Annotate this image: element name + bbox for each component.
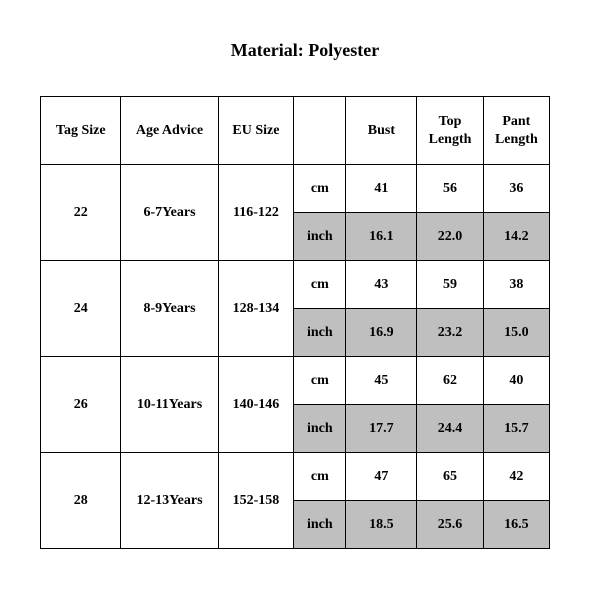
- cell-unit-inch: inch: [294, 405, 346, 453]
- cell-bust-cm: 41: [346, 165, 417, 213]
- cell-top-length-inch: 25.6: [417, 501, 483, 549]
- col-unit: [294, 97, 346, 165]
- cell-top-length-inch: 22.0: [417, 213, 483, 261]
- cell-tag-size: 22: [41, 165, 121, 261]
- cell-unit-cm: cm: [294, 453, 346, 501]
- page: Material: Polyester Tag Size Age Advice …: [0, 0, 600, 600]
- col-age-advice: Age Advice: [121, 97, 218, 165]
- cell-eu-size: 128-134: [218, 261, 294, 357]
- cell-top-length-cm: 59: [417, 261, 483, 309]
- cell-bust-cm: 47: [346, 453, 417, 501]
- cell-age-advice: 12-13Years: [121, 453, 218, 549]
- cell-pant-length-inch: 16.5: [483, 501, 549, 549]
- cell-unit-inch: inch: [294, 213, 346, 261]
- col-tag-size: Tag Size: [41, 97, 121, 165]
- table-body: 22 6-7Years 116-122 cm 41 56 36 inch 16.…: [41, 165, 550, 549]
- cell-unit-inch: inch: [294, 501, 346, 549]
- cell-tag-size: 28: [41, 453, 121, 549]
- cell-pant-length-cm: 42: [483, 453, 549, 501]
- table-header-row: Tag Size Age Advice EU Size Bust Top Len…: [41, 97, 550, 165]
- cell-tag-size: 24: [41, 261, 121, 357]
- cell-bust-inch: 18.5: [346, 501, 417, 549]
- col-pant-length: Pant Length: [483, 97, 549, 165]
- cell-top-length-cm: 56: [417, 165, 483, 213]
- cell-tag-size: 26: [41, 357, 121, 453]
- cell-top-length-cm: 62: [417, 357, 483, 405]
- table-row: 22 6-7Years 116-122 cm 41 56 36: [41, 165, 550, 213]
- cell-unit-cm: cm: [294, 165, 346, 213]
- cell-age-advice: 10-11Years: [121, 357, 218, 453]
- cell-eu-size: 140-146: [218, 357, 294, 453]
- cell-unit-cm: cm: [294, 357, 346, 405]
- cell-unit-inch: inch: [294, 309, 346, 357]
- size-table: Tag Size Age Advice EU Size Bust Top Len…: [40, 96, 550, 549]
- cell-top-length-cm: 65: [417, 453, 483, 501]
- cell-bust-inch: 16.9: [346, 309, 417, 357]
- cell-top-length-inch: 23.2: [417, 309, 483, 357]
- table-row: 24 8-9Years 128-134 cm 43 59 38: [41, 261, 550, 309]
- cell-pant-length-cm: 38: [483, 261, 549, 309]
- cell-bust-inch: 17.7: [346, 405, 417, 453]
- cell-age-advice: 8-9Years: [121, 261, 218, 357]
- cell-unit-cm: cm: [294, 261, 346, 309]
- page-title: Material: Polyester: [40, 40, 570, 61]
- table-row: 26 10-11Years 140-146 cm 45 62 40: [41, 357, 550, 405]
- cell-pant-length-inch: 15.0: [483, 309, 549, 357]
- cell-bust-inch: 16.1: [346, 213, 417, 261]
- cell-pant-length-cm: 36: [483, 165, 549, 213]
- col-bust: Bust: [346, 97, 417, 165]
- col-top-length: Top Length: [417, 97, 483, 165]
- cell-eu-size: 116-122: [218, 165, 294, 261]
- cell-top-length-inch: 24.4: [417, 405, 483, 453]
- cell-eu-size: 152-158: [218, 453, 294, 549]
- cell-bust-cm: 43: [346, 261, 417, 309]
- cell-age-advice: 6-7Years: [121, 165, 218, 261]
- col-eu-size: EU Size: [218, 97, 294, 165]
- cell-bust-cm: 45: [346, 357, 417, 405]
- cell-pant-length-inch: 14.2: [483, 213, 549, 261]
- cell-pant-length-inch: 15.7: [483, 405, 549, 453]
- cell-pant-length-cm: 40: [483, 357, 549, 405]
- table-row: 28 12-13Years 152-158 cm 47 65 42: [41, 453, 550, 501]
